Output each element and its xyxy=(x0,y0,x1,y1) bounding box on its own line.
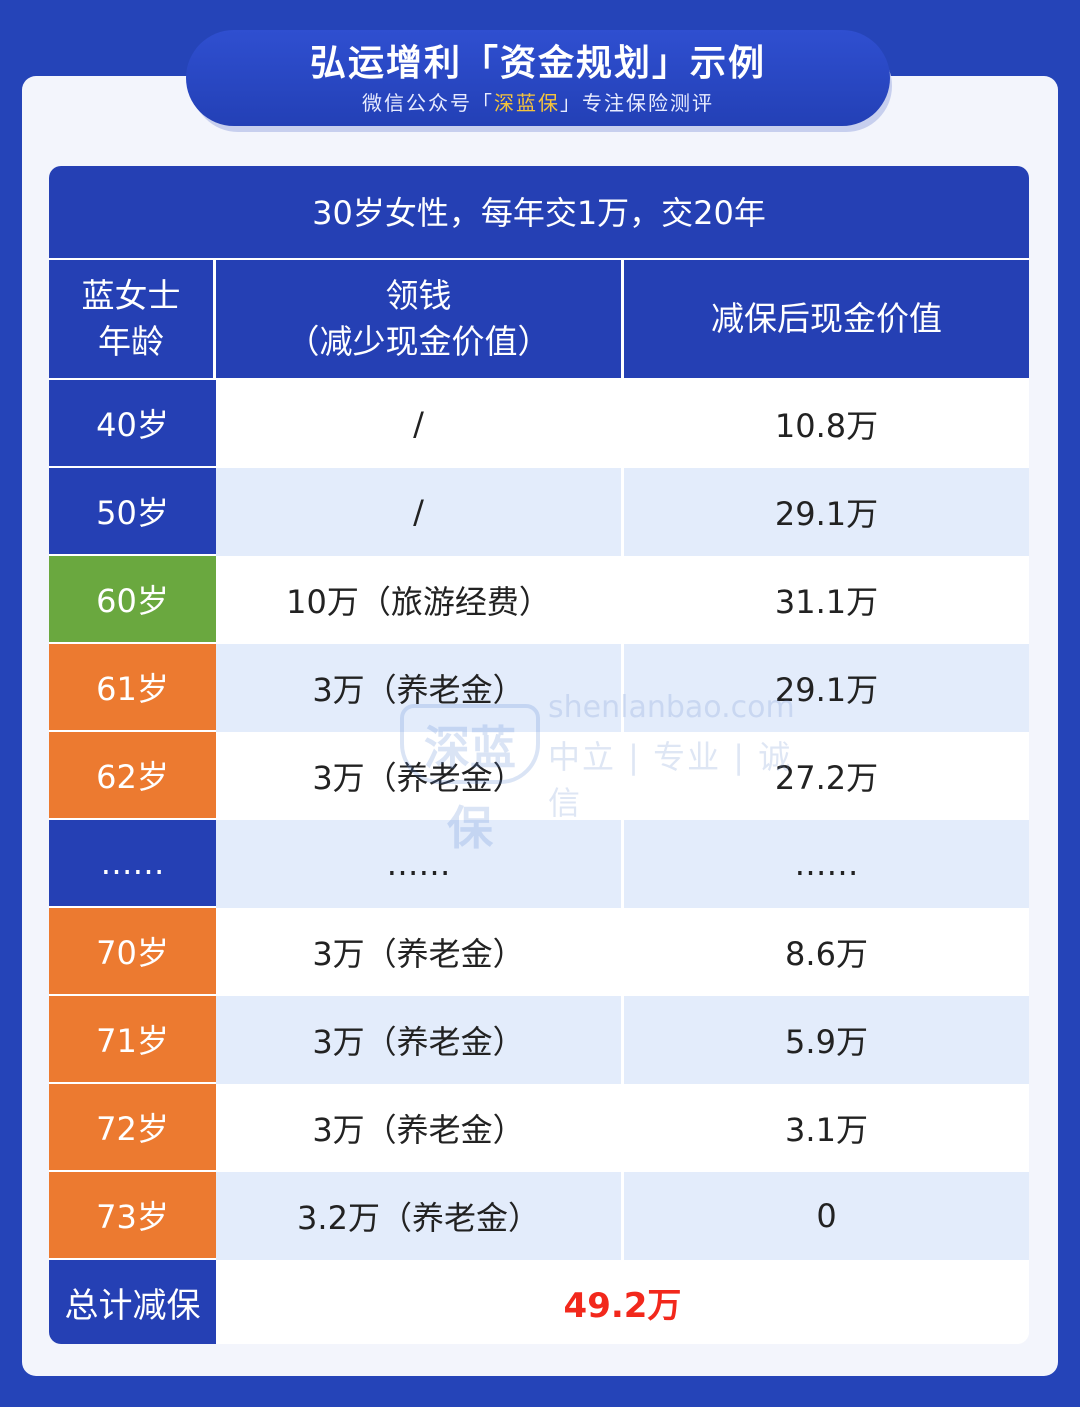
row-age: 40岁 xyxy=(49,380,216,468)
row-cash-value: …… xyxy=(624,820,1029,908)
row-withdraw: 3万（养老金） xyxy=(216,644,624,732)
total-row: 总计减保 49.2万 xyxy=(49,1260,1029,1344)
header-age: 蓝女士 年龄 xyxy=(49,260,216,378)
row-withdraw: 3.2万（养老金） xyxy=(216,1172,624,1260)
header-withdraw-line2: （减少现金价值） xyxy=(286,322,551,361)
row-withdraw: 3万（养老金） xyxy=(216,732,624,820)
table-row: 73岁 3.2万（养老金） 0 xyxy=(49,1172,1029,1260)
plan-table: 30岁女性，每年交1万，交20年 蓝女士 年龄 领钱 （减少现金价值） 减保后现… xyxy=(49,166,1029,1344)
page-subtitle: 微信公众号「深蓝保」专注保险测评 xyxy=(186,90,890,116)
row-cash-value: 5.9万 xyxy=(624,996,1029,1084)
row-withdraw: 3万（养老金） xyxy=(216,1084,624,1172)
header-withdraw-line1: 领钱 xyxy=(385,276,452,315)
row-withdraw: …… xyxy=(216,820,624,908)
row-withdraw: 3万（养老金） xyxy=(216,996,624,1084)
table-header-row: 蓝女士 年龄 领钱 （减少现金价值） 减保后现金价值 xyxy=(49,260,1029,380)
row-cash-value: 3.1万 xyxy=(624,1084,1029,1172)
row-age: 61岁 xyxy=(49,644,216,732)
row-age: 50岁 xyxy=(49,468,216,556)
total-label: 总计减保 xyxy=(49,1260,216,1344)
header-banner: 弘运增利「资金规划」示例 微信公众号「深蓝保」专注保险测评 xyxy=(186,30,890,126)
row-age: 62岁 xyxy=(49,732,216,820)
row-age: …… xyxy=(49,820,216,908)
page-title: 弘运增利「资金规划」示例 xyxy=(309,43,766,84)
subtitle-prefix: 微信公众号「 xyxy=(362,91,494,115)
table-row: 50岁/29.1万 xyxy=(49,468,1029,556)
table-row: ……………… xyxy=(49,820,1029,908)
table-row: 60岁 10万（旅游经费） 31.1万 xyxy=(49,556,1029,644)
row-cash-value: 0 xyxy=(624,1172,1029,1260)
row-age: 70岁 xyxy=(49,908,216,996)
row-age: 71岁 xyxy=(49,996,216,1084)
row-cash-value: 29.1万 xyxy=(624,468,1029,556)
header-cash-value: 减保后现金价值 xyxy=(711,299,942,338)
table-row: 72岁 3万（养老金） 3.1万 xyxy=(49,1084,1029,1172)
table-row: 61岁 3万（养老金） 29.1万 xyxy=(49,644,1029,732)
table-row: 62岁 3万（养老金） 27.2万 xyxy=(49,732,1029,820)
row-cash-value: 31.1万 xyxy=(624,556,1029,644)
row-age: 73岁 xyxy=(49,1172,216,1260)
row-cash-value: 10.8万 xyxy=(624,380,1029,468)
row-withdraw: / xyxy=(216,468,624,556)
row-withdraw: 3万（养老金） xyxy=(216,908,624,996)
table-row: 70岁 3万（养老金） 8.6万 xyxy=(49,908,1029,996)
row-cash-value: 27.2万 xyxy=(624,732,1029,820)
row-age: 60岁 xyxy=(49,556,216,644)
table-body: 40岁/10.8万 50岁/29.1万 60岁 10万（旅游经费） 31.1万 61岁 3万… xyxy=(49,380,1029,1260)
subtitle-suffix: 」专注保险测评 xyxy=(560,91,714,115)
header-age-line2: 年龄 xyxy=(98,322,164,361)
row-withdraw: 10万（旅游经费） xyxy=(216,556,624,644)
row-cash-value: 29.1万 xyxy=(624,644,1029,732)
table-caption: 30岁女性，每年交1万，交20年 xyxy=(49,166,1029,260)
row-age: 72岁 xyxy=(49,1084,216,1172)
row-withdraw: / xyxy=(216,380,624,468)
table-row: 71岁 3万（养老金） 5.9万 xyxy=(49,996,1029,1084)
header-withdraw: 领钱 （减少现金价值） xyxy=(216,260,624,378)
table-row: 40岁/10.8万 xyxy=(49,380,1029,468)
total-value: 49.2万 xyxy=(216,1260,1029,1344)
row-cash-value: 8.6万 xyxy=(624,908,1029,996)
brand-name: 深蓝保 xyxy=(494,91,560,115)
header-age-line1: 蓝女士 xyxy=(81,276,181,315)
